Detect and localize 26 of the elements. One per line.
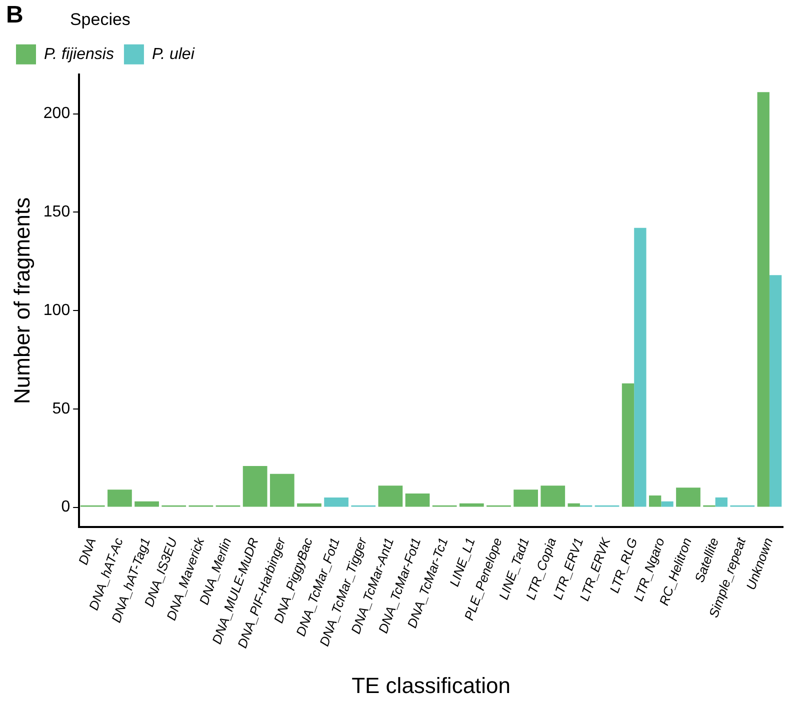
bar: [134, 501, 159, 507]
y-tick-label: 50: [52, 400, 70, 418]
bar: [242, 466, 268, 507]
y-tick-label: 200: [43, 105, 70, 122]
legend-label: P. ulei: [152, 46, 195, 63]
bar: [715, 497, 728, 507]
y-tick-label: 0: [61, 498, 70, 516]
legend-label: P. fijiensis: [44, 46, 114, 63]
bar: [297, 503, 322, 507]
bar: [405, 494, 430, 507]
bar: [676, 488, 700, 507]
bar: [270, 474, 294, 507]
bar: [634, 228, 646, 507]
bar: [108, 490, 132, 507]
bar: [540, 486, 566, 507]
bar: [661, 501, 674, 507]
bar: [378, 486, 403, 507]
legend-title: Species: [70, 10, 130, 30]
bar: [514, 490, 538, 507]
x-axis-title: TE classification: [352, 672, 511, 698]
text: B: [6, 2, 24, 29]
y-tick-label: 150: [43, 204, 70, 221]
y-axis-title: Number of fragments: [9, 197, 34, 404]
bar: [769, 275, 782, 507]
bar: [459, 503, 484, 507]
y-tick-label: 100: [43, 302, 70, 319]
